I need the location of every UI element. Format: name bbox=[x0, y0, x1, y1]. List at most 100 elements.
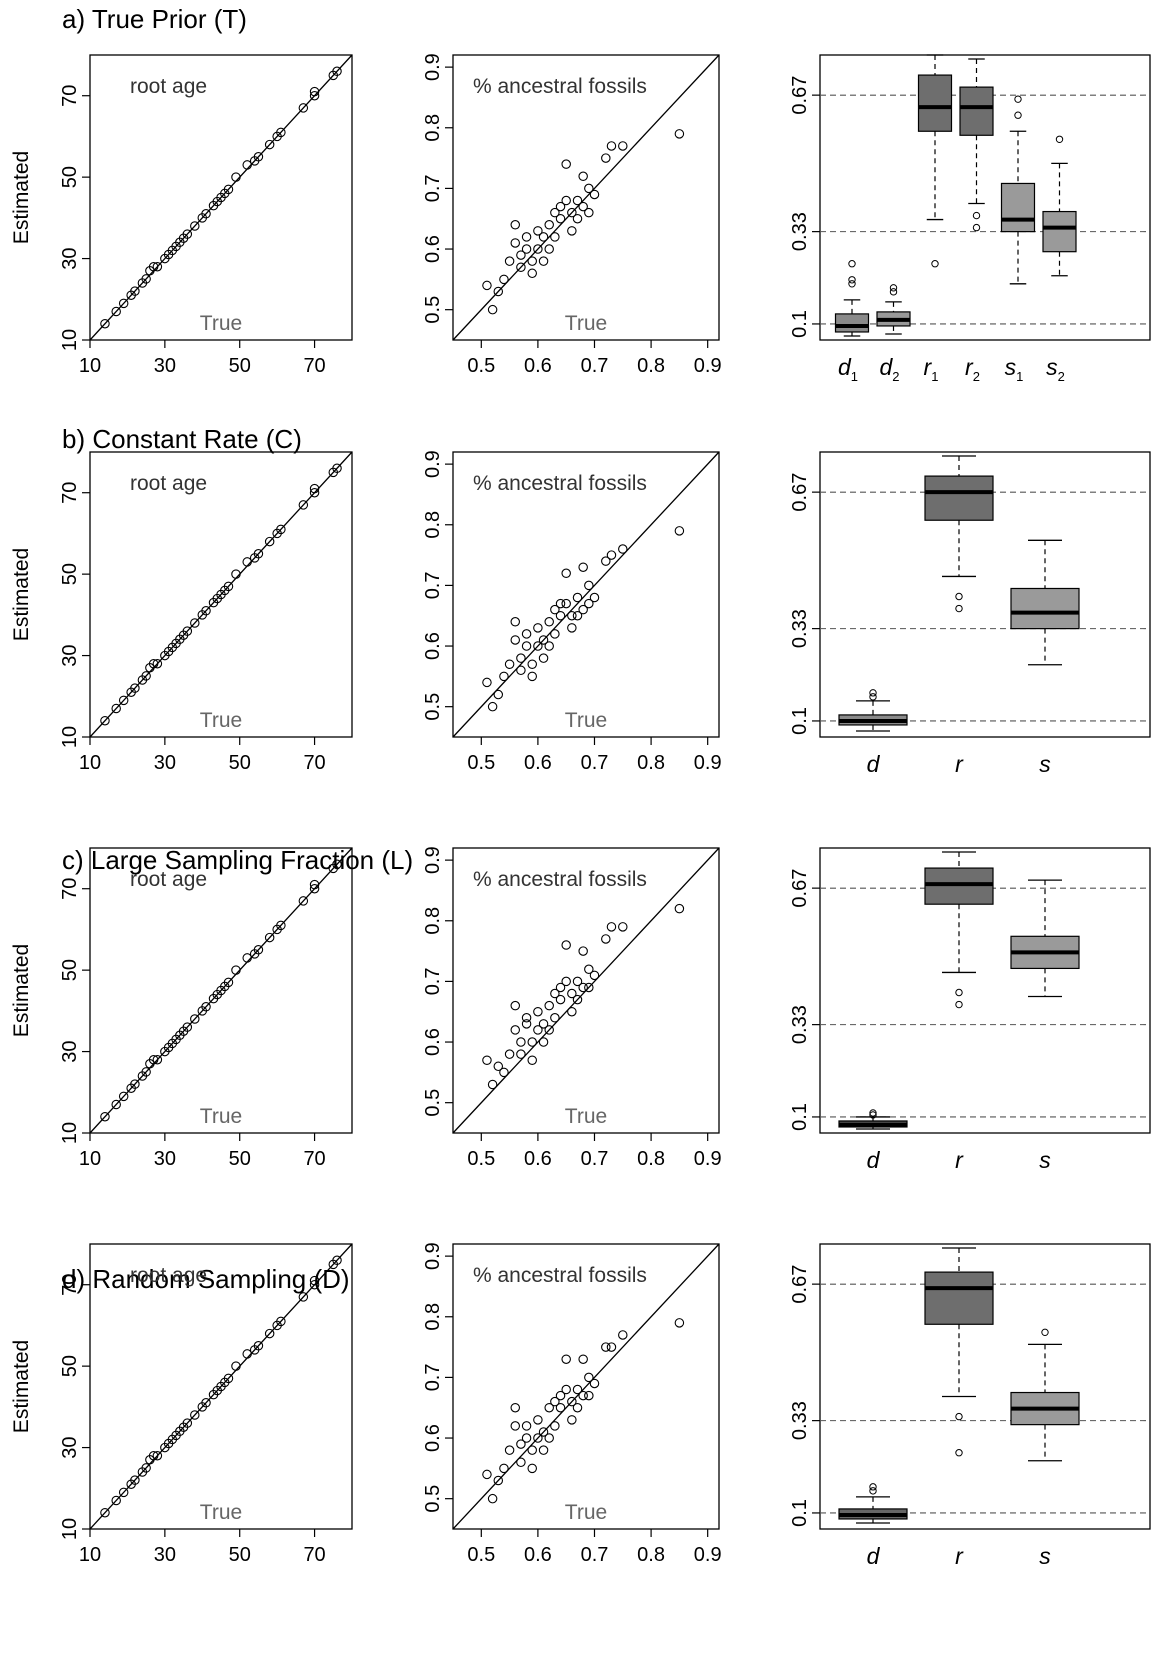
data-point bbox=[561, 1354, 571, 1364]
x-tick-label: 0.7 bbox=[581, 752, 609, 774]
x-axis-label: True bbox=[200, 312, 242, 335]
data-point bbox=[555, 1402, 566, 1413]
scatter-panel-D-root-age: 10 30 50 70 10 30 50 70 root age True Estimated bbox=[10, 1243, 353, 1566]
x-tick-label: 30 bbox=[154, 1544, 176, 1566]
data-point bbox=[561, 940, 571, 950]
data-point bbox=[100, 318, 110, 329]
data-point bbox=[572, 610, 583, 621]
y-tick-label: 0.1 bbox=[789, 1499, 811, 1527]
data-point bbox=[527, 268, 537, 279]
data-point bbox=[533, 244, 543, 254]
data-point bbox=[182, 229, 193, 239]
x-tick-label: 50 bbox=[229, 1148, 251, 1170]
y-tick-label: 10 bbox=[59, 1122, 81, 1144]
data-point bbox=[550, 1421, 560, 1431]
x-tick-label: 10 bbox=[79, 1544, 101, 1566]
data-point bbox=[276, 920, 286, 931]
x-tick-label: 0.8 bbox=[637, 1544, 665, 1566]
outlier-point bbox=[848, 276, 856, 284]
data-point bbox=[190, 618, 200, 628]
data-point bbox=[201, 606, 211, 616]
data-point bbox=[589, 1378, 600, 1389]
x-tick-label: 70 bbox=[303, 752, 325, 774]
data-point bbox=[253, 945, 264, 955]
data-point bbox=[527, 671, 537, 682]
x-tick-label: 0.5 bbox=[467, 1148, 495, 1170]
data-point bbox=[521, 1421, 532, 1431]
data-point bbox=[516, 250, 526, 260]
box-r1 bbox=[917, 54, 953, 268]
data-point bbox=[141, 274, 151, 284]
data-point bbox=[578, 1354, 588, 1364]
data-point bbox=[533, 1006, 543, 1017]
data-point bbox=[572, 592, 583, 603]
data-point bbox=[111, 306, 121, 317]
data-point bbox=[231, 172, 241, 182]
box-r bbox=[924, 455, 994, 613]
data-point bbox=[544, 617, 554, 627]
data-point bbox=[544, 1433, 554, 1443]
data-point bbox=[561, 568, 571, 579]
row-title-c: c) Large Sampling Fraction (L) bbox=[62, 845, 413, 875]
data-point bbox=[578, 562, 588, 572]
outlier-point bbox=[869, 1111, 877, 1119]
data-point bbox=[309, 1279, 320, 1290]
data-point bbox=[533, 1433, 543, 1443]
data-point bbox=[253, 152, 264, 162]
box-panel-T-boxes: 0.1 0.33 0.67 d1 d2 r1 r2 s1 s2 bbox=[789, 54, 1151, 384]
data-point bbox=[555, 610, 566, 621]
y-tick-label: 0.5 bbox=[422, 1089, 444, 1117]
x-tick-label: 0.9 bbox=[694, 1148, 722, 1170]
data-point bbox=[584, 183, 594, 194]
data-point bbox=[601, 934, 611, 944]
outlier-point bbox=[869, 1487, 877, 1495]
scatter-panel-D-ancestral: 0.5 0.6 0.7 0.8 0.9 0.5 0.6 0.7 0.8 0.9 % ancestra… bbox=[422, 1242, 722, 1566]
data-point bbox=[190, 221, 200, 231]
data-point bbox=[533, 623, 543, 633]
data-point bbox=[555, 201, 566, 212]
data-point bbox=[118, 695, 129, 706]
category-label: r bbox=[955, 1147, 964, 1173]
y-tick-label: 0.5 bbox=[422, 296, 444, 324]
x-axis-label: True bbox=[565, 1105, 607, 1128]
outlier-point bbox=[1014, 95, 1022, 103]
x-tick-label: 50 bbox=[229, 355, 251, 377]
data-point bbox=[510, 1000, 521, 1011]
category-label: r bbox=[955, 751, 964, 777]
data-point bbox=[572, 195, 583, 206]
data-point bbox=[550, 604, 560, 615]
y-tick-label: 0.67 bbox=[789, 473, 811, 512]
panel-annotation: % ancestral fossils bbox=[473, 472, 647, 495]
y-tick-label: 0.7 bbox=[422, 1363, 444, 1391]
data-point bbox=[521, 629, 532, 639]
identity-line bbox=[89, 1243, 353, 1530]
data-point bbox=[555, 982, 566, 993]
data-point bbox=[527, 659, 537, 669]
data-point bbox=[606, 922, 617, 932]
data-point bbox=[578, 201, 588, 212]
data-point bbox=[499, 671, 509, 682]
x-axis-label: True bbox=[200, 709, 242, 732]
plot-frame bbox=[819, 847, 1151, 1134]
data-point bbox=[584, 598, 594, 609]
identity-line bbox=[452, 1243, 720, 1530]
y-tick-label: 0.9 bbox=[422, 53, 444, 81]
y-tick-label: 10 bbox=[59, 726, 81, 748]
outlier-point bbox=[869, 1483, 877, 1491]
data-point bbox=[309, 879, 320, 890]
outlier-point bbox=[889, 284, 898, 292]
data-point bbox=[567, 610, 577, 621]
x-tick-label: 0.5 bbox=[467, 1544, 495, 1566]
x-tick-label: 0.6 bbox=[524, 355, 552, 377]
scatter-panel-L-ancestral: 0.5 0.6 0.7 0.8 0.9 0.5 0.6 0.7 0.8 0.9 % ancestra… bbox=[422, 846, 722, 1170]
box-s2 bbox=[1042, 135, 1077, 277]
y-tick-label: 10 bbox=[59, 1518, 81, 1540]
data-point bbox=[482, 1055, 492, 1065]
outlier-point bbox=[869, 689, 877, 697]
data-point bbox=[231, 1361, 241, 1371]
x-tick-label: 0.8 bbox=[637, 1148, 665, 1170]
data-point bbox=[674, 903, 685, 914]
data-point bbox=[118, 1487, 129, 1498]
y-tick-label: 0.1 bbox=[789, 310, 811, 338]
data-point bbox=[148, 1450, 159, 1461]
